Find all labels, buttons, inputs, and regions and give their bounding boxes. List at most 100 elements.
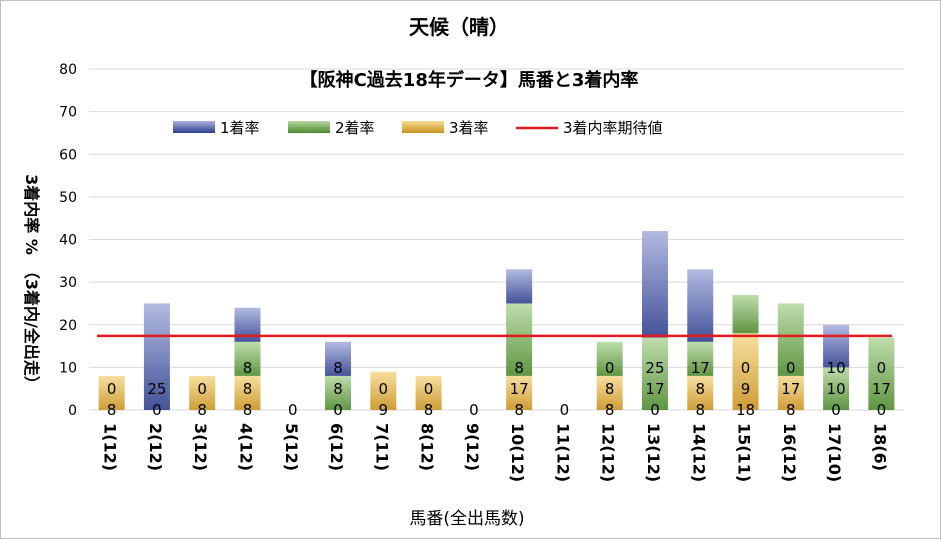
data-label: 8 xyxy=(333,359,343,377)
chart-subtitle: 【阪神C過去18年データ】馬番と3着内率 xyxy=(300,69,639,91)
y-tick-label: 30 xyxy=(59,275,77,291)
data-label: 0 xyxy=(877,359,887,377)
bar-segment xyxy=(777,303,804,376)
y-axis-ticks: 0 10 20 30 40 50 60 70 80 xyxy=(59,62,77,419)
bar-segment xyxy=(777,375,804,410)
x-tick-label: 6(12) xyxy=(327,423,346,471)
data-label: 8 xyxy=(197,401,207,419)
bar-segment xyxy=(370,371,397,410)
bar-segment xyxy=(415,375,442,410)
data-label: 25 xyxy=(645,359,664,377)
legend-label: 2着率 xyxy=(335,119,375,137)
bar-segment xyxy=(189,375,216,410)
bar-segment xyxy=(823,367,850,410)
data-label: 8 xyxy=(514,359,524,377)
x-tick-label: 15(11) xyxy=(735,423,754,482)
bar-segment xyxy=(234,341,261,376)
data-label: 0 xyxy=(333,401,343,419)
x-tick-label: 4(12) xyxy=(236,423,255,471)
data-label: 8 xyxy=(786,401,796,419)
bar-segment xyxy=(641,337,668,410)
x-tick-label: 3(12) xyxy=(191,423,210,471)
x-tick-label: 13(12) xyxy=(644,423,663,482)
x-tick-label: 7(11) xyxy=(372,423,391,471)
data-label: 0 xyxy=(877,401,887,419)
data-label: 17 xyxy=(645,380,664,398)
bar-segment xyxy=(687,269,714,342)
y-tick-label: 60 xyxy=(59,147,77,163)
bar-segment xyxy=(506,375,533,410)
legend-swatch xyxy=(288,121,330,133)
y-tick-label: 10 xyxy=(59,360,77,376)
legend-label: 3着内率期待値 xyxy=(563,119,663,137)
data-label: 0 xyxy=(741,359,751,377)
x-axis-ticks: 1(12) 2(12) 3(12) 4(12) 5(12) 6(12) 7(11) 8(12)… xyxy=(101,423,890,482)
data-label: 25 xyxy=(147,380,166,398)
data-label: 8 xyxy=(514,401,524,419)
y-tick-label: 40 xyxy=(59,233,77,249)
bar-segment xyxy=(732,333,759,410)
y-tick-label: 80 xyxy=(59,62,77,78)
data-label: 8 xyxy=(333,380,343,398)
bar-segment xyxy=(687,375,714,410)
bar-segment xyxy=(823,324,850,368)
data-label: 0 xyxy=(107,380,117,398)
data-label: 17 xyxy=(781,380,800,398)
data-label: 0 xyxy=(424,380,434,398)
x-tick-label: 9(12) xyxy=(463,423,482,471)
data-label: 8 xyxy=(695,401,705,419)
bar-segment xyxy=(234,375,261,410)
bar-segment xyxy=(98,375,125,410)
data-label: 8 xyxy=(243,359,253,377)
x-tick-label: 8(12) xyxy=(418,423,437,471)
bar-segment xyxy=(687,341,714,376)
x-tick-label: 12(12) xyxy=(599,423,618,482)
bar-segment xyxy=(506,303,533,376)
data-label: 0 xyxy=(786,359,796,377)
data-label: 8 xyxy=(243,380,253,398)
data-label: 8 xyxy=(243,401,253,419)
data-label: 0 xyxy=(379,380,389,398)
data-label: 8 xyxy=(424,401,434,419)
data-label: 8 xyxy=(695,380,705,398)
data-label: 0 xyxy=(831,401,841,419)
data-label: 8 xyxy=(605,380,615,398)
legend: 1着率 2着率 3着率 3着内率期待値 xyxy=(173,119,663,137)
data-label: 0 xyxy=(650,401,660,419)
bar-segment xyxy=(506,269,533,304)
data-label: 17 xyxy=(510,380,529,398)
bar-segment xyxy=(143,303,170,410)
data-label: 0 xyxy=(152,401,162,419)
legend-label: 1着率 xyxy=(220,119,260,137)
bar-segment xyxy=(596,341,623,376)
data-label: 0 xyxy=(605,359,615,377)
x-tick-label: 18(6) xyxy=(870,423,889,471)
y-axis-label: 3着内率 % （3着内/全出走） xyxy=(22,174,41,392)
x-tick-label: 1(12) xyxy=(101,423,120,471)
x-tick-label: 14(12) xyxy=(689,423,708,482)
y-tick-label: 70 xyxy=(59,105,77,121)
bar-segment xyxy=(325,375,352,410)
gridlines xyxy=(89,68,904,411)
data-label: 17 xyxy=(691,359,710,377)
data-label: 8 xyxy=(605,401,615,419)
bar-labels: 0 8 25 0 0 8 8 8 8 0 8 8 0 0 9 0 8 0 8 17 8 0 0 8 8 25 17 0 17 8 8 0 9 18… xyxy=(107,359,891,419)
bar-segment xyxy=(325,341,352,376)
x-tick-label: 2(12) xyxy=(146,423,165,471)
data-label: 10 xyxy=(827,359,846,377)
y-tick-label: 0 xyxy=(68,403,77,419)
bar-segment xyxy=(596,375,623,410)
x-tick-label: 5(12) xyxy=(282,423,301,471)
data-label: 0 xyxy=(469,401,479,419)
data-label: 0 xyxy=(560,401,570,419)
bar-segment xyxy=(868,337,895,410)
data-label: 9 xyxy=(379,401,389,419)
data-label: 9 xyxy=(741,380,751,398)
x-tick-label: 11(12) xyxy=(553,423,572,482)
x-tick-label: 16(12) xyxy=(780,423,799,482)
legend-swatch xyxy=(402,121,444,133)
data-label: 0 xyxy=(288,401,298,419)
legend-swatch xyxy=(173,121,215,133)
